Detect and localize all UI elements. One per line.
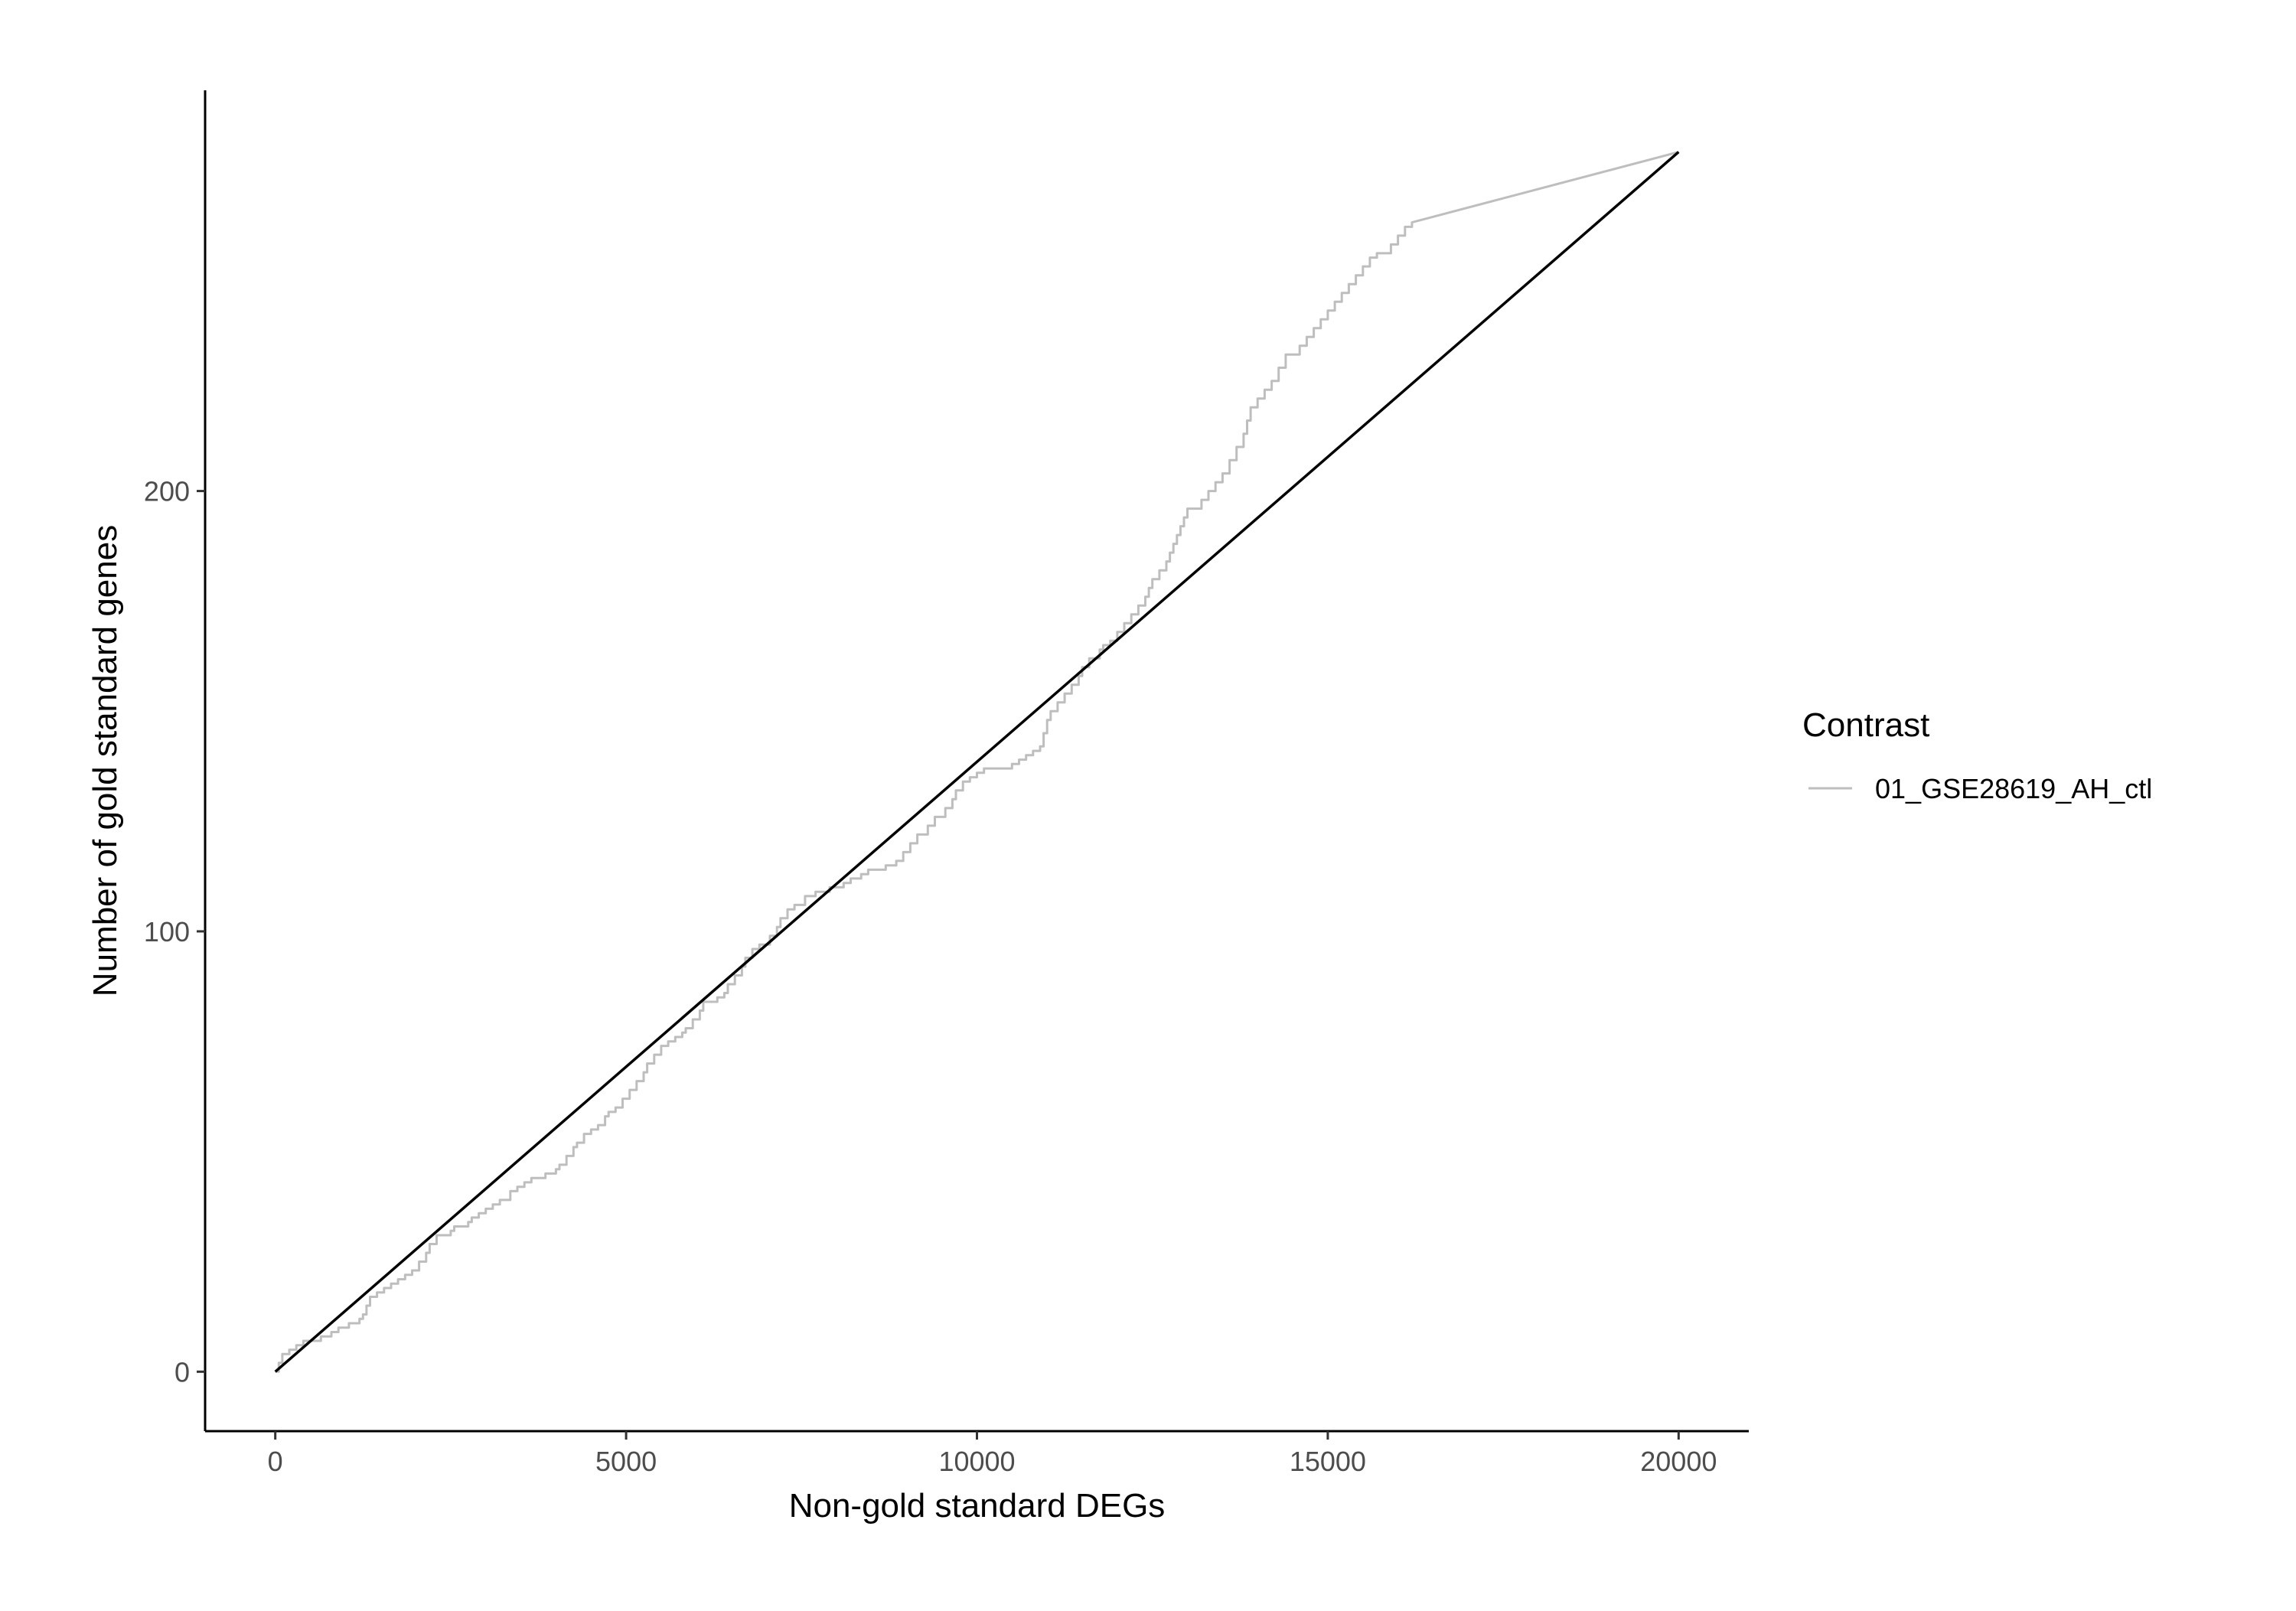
plot-layer	[274, 151, 1680, 1373]
legend-label-01-gse28619-ah-ctl: 01_GSE28619_AH_ctl	[1875, 773, 2152, 804]
y-tick-label: 200	[144, 476, 190, 507]
series-line-01-gse28619-ah-ctl	[275, 151, 1679, 1373]
legend: Contrast 01_GSE28619_AH_ctl	[1802, 706, 2152, 804]
legend-title: Contrast	[1802, 706, 1929, 744]
x-axis-title: Non-gold standard DEGs	[789, 1487, 1166, 1525]
x-tick-label: 5000	[595, 1446, 657, 1477]
x-tick-label: 0	[268, 1446, 283, 1477]
x-tick-label: 10000	[938, 1446, 1015, 1477]
x-tick-label: 15000	[1290, 1446, 1366, 1477]
y-tick-label: 0	[174, 1356, 190, 1388]
x-tick-label: 20000	[1640, 1446, 1717, 1477]
y-tick-label: 100	[144, 916, 190, 947]
reference-diagonal-line	[274, 151, 1680, 1373]
y-axis-title: Number of gold standard genes	[86, 525, 124, 996]
tick-layer: 0 5000 10000 15000 20000 0 100 200	[144, 476, 1717, 1477]
